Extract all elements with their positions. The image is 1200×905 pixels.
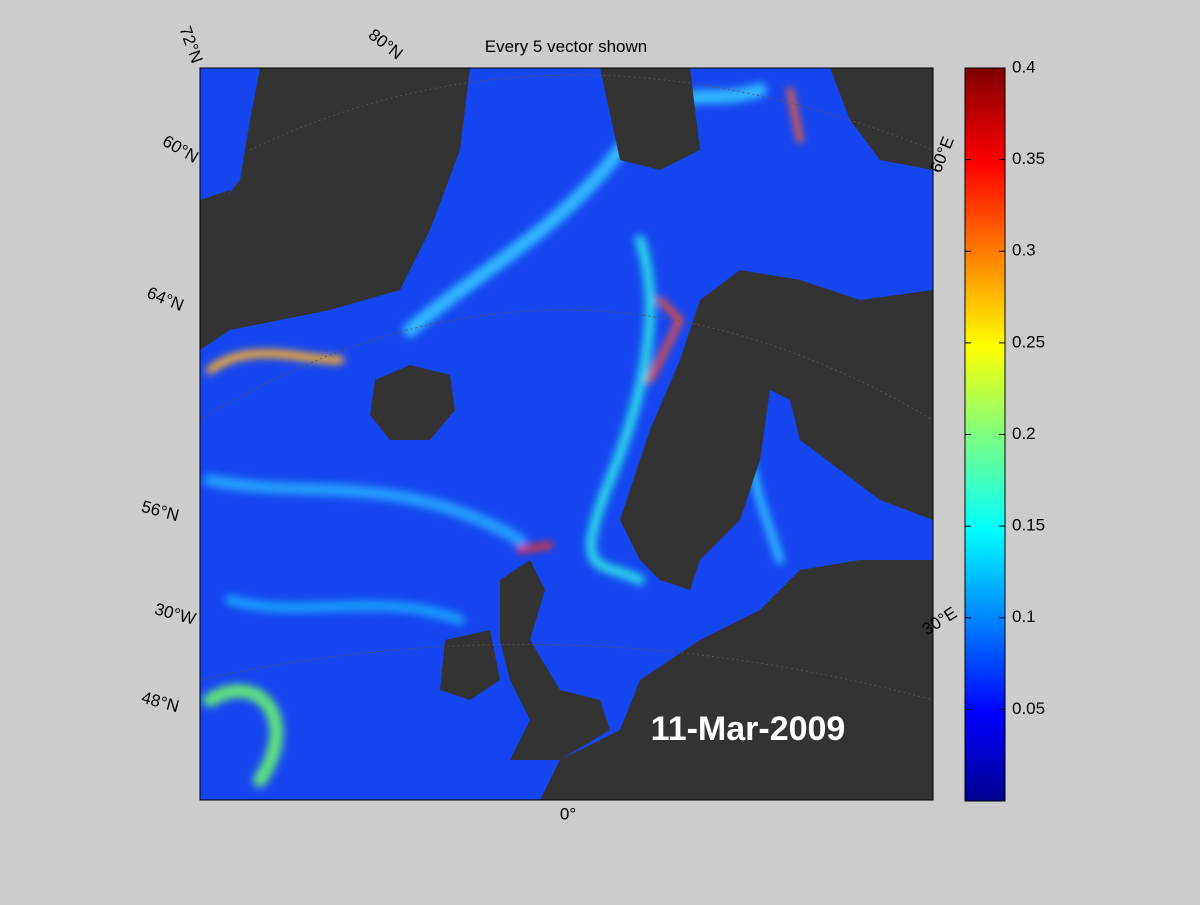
graticule [200, 74, 933, 701]
graticule-label: 72°N [176, 24, 207, 66]
graticule-label: 48°N [139, 688, 181, 716]
map-frame [199, 67, 934, 801]
colorbar-tick-label: 0.05 [1012, 699, 1045, 718]
land [200, 68, 933, 800]
colorbar [964, 67, 1006, 802]
graticule-label: 60°N [159, 131, 201, 166]
map [200, 68, 933, 800]
colorbar-tick-label: 0.25 [1012, 332, 1045, 351]
map-title: Every 5 vector shown [485, 37, 648, 56]
graticule-label: 0° [560, 804, 576, 823]
graticule-label: 30°W [153, 599, 198, 628]
colorbar-tick-label: 0.15 [1012, 516, 1045, 535]
date-label: 11-Mar-2009 [651, 710, 846, 748]
current-streaks [203, 83, 803, 787]
graticule-label: 80°N [365, 25, 407, 63]
graticule-label: 64°N [144, 283, 186, 315]
colorbar-tick-label: 0.3 [1012, 241, 1036, 260]
colorbar-tick-label: 0.1 [1012, 607, 1036, 626]
colorbar-tick-label: 0.35 [1012, 149, 1045, 168]
colorbar-tick-label: 0.2 [1012, 424, 1036, 443]
colorbar-tick-label: 0.4 [1012, 57, 1036, 76]
graticule-label: 56°N [139, 497, 181, 525]
